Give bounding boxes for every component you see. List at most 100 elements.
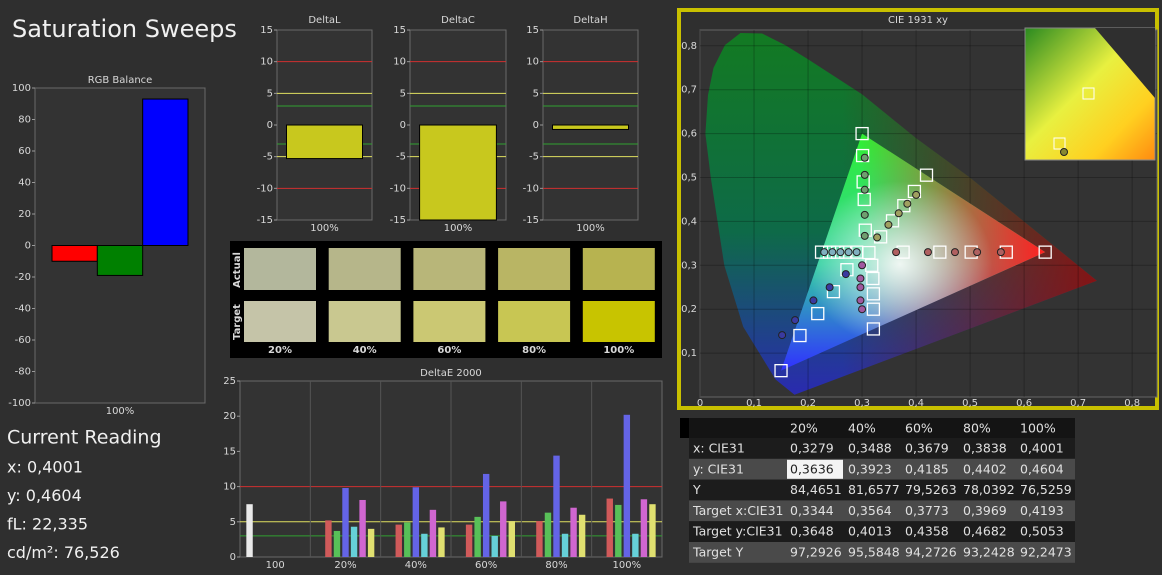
bar bbox=[142, 98, 189, 247]
y-tick-label: 60 bbox=[18, 146, 31, 157]
measured-point bbox=[860, 210, 869, 219]
bar bbox=[536, 521, 543, 557]
y-tick-label: 0,5 bbox=[681, 173, 697, 184]
y-tick-label: 0 bbox=[230, 552, 236, 563]
y-tick-label: -60 bbox=[15, 335, 31, 346]
x-tick-label: 0,7 bbox=[1070, 398, 1086, 409]
x-tick-label: 0 bbox=[697, 398, 703, 409]
measured-point bbox=[996, 248, 1005, 257]
y-tick-label: -15 bbox=[257, 215, 273, 226]
table-cell: Target Y bbox=[692, 545, 744, 560]
bar bbox=[482, 473, 490, 557]
swatch-target bbox=[413, 301, 486, 342]
swatch-target bbox=[328, 301, 401, 342]
table-cell: 0,3969 bbox=[963, 503, 1007, 518]
bar bbox=[412, 487, 420, 557]
table-cell: 0,3773 bbox=[905, 503, 949, 518]
bar bbox=[325, 520, 332, 557]
y-tick-label: -40 bbox=[15, 304, 31, 315]
y-tick-label: -10 bbox=[390, 183, 406, 194]
target-point bbox=[919, 168, 934, 182]
y-tick-label: 80 bbox=[18, 115, 31, 126]
bar bbox=[421, 533, 428, 557]
table-cell: 0,4682 bbox=[963, 524, 1007, 539]
measured-point bbox=[923, 248, 932, 257]
bar bbox=[286, 124, 363, 160]
y-tick-label: 0,2 bbox=[681, 304, 697, 315]
chart-title: CIE 1931 xy bbox=[888, 15, 948, 26]
table-cell: 0,4185 bbox=[905, 461, 949, 476]
y-tick-label: 15 bbox=[393, 25, 406, 36]
y-tick-label: 10 bbox=[393, 57, 406, 68]
table-row-bg bbox=[689, 521, 1075, 542]
table-header: 40% bbox=[848, 421, 876, 436]
gamut-triangle bbox=[781, 133, 1046, 371]
x-tick-label: 0,3 bbox=[854, 398, 870, 409]
swatch-actual bbox=[498, 248, 571, 290]
y-tick-label: 15 bbox=[260, 25, 273, 36]
measured-point bbox=[912, 190, 921, 199]
y-tick-label: -5 bbox=[529, 152, 539, 163]
measured-point bbox=[884, 220, 893, 229]
y-tick-label: 15 bbox=[526, 25, 539, 36]
y-tick-label: -15 bbox=[390, 215, 406, 226]
table-cell: 0,5053 bbox=[1020, 524, 1064, 539]
x-tick-label: 100% bbox=[613, 560, 642, 571]
y-tick-label: 5 bbox=[533, 88, 539, 99]
swatch-target bbox=[244, 301, 316, 342]
zoom-inset bbox=[1024, 27, 1156, 161]
y-tick-label: 0 bbox=[25, 241, 31, 252]
inset-marker bbox=[1060, 148, 1068, 156]
bar bbox=[333, 530, 341, 557]
table-cell: 0,4001 bbox=[1020, 441, 1064, 456]
bar bbox=[429, 509, 437, 557]
table-header-bg bbox=[680, 418, 1075, 438]
bar bbox=[465, 524, 473, 557]
table-header: 60% bbox=[905, 421, 933, 436]
bar bbox=[500, 501, 507, 557]
table-left-strip bbox=[680, 418, 689, 438]
swatch-row-label: Target bbox=[232, 304, 243, 340]
y-tick-label: 0,6 bbox=[681, 129, 697, 140]
target-point bbox=[855, 126, 869, 141]
inset-marker bbox=[1053, 137, 1066, 150]
cie-layer bbox=[699, 30, 1157, 397]
reading-line: cd/m²: 76,526 bbox=[7, 543, 120, 562]
measured-point bbox=[903, 199, 912, 208]
x-tick-label: 40% bbox=[405, 560, 427, 571]
y-tick-label: 5 bbox=[230, 517, 236, 528]
chart-title: DeltaH bbox=[573, 15, 607, 26]
measured-point bbox=[852, 248, 861, 257]
bar bbox=[544, 512, 552, 557]
x-tick-label: 0,1 bbox=[746, 398, 762, 409]
bar bbox=[649, 504, 656, 557]
bar bbox=[508, 521, 515, 557]
reading: x: 0,4001 y: 0,4604 fL: 22,335 cd/m²: 76,52… bbox=[7, 458, 120, 563]
table-cell: 0,3923 bbox=[848, 461, 892, 476]
bar bbox=[561, 533, 569, 557]
y-tick-label: 0,8 bbox=[681, 41, 697, 52]
bar bbox=[350, 526, 358, 557]
table-cell: Y bbox=[692, 482, 701, 497]
swatch-label: 20% bbox=[268, 345, 292, 356]
table-cell: 0,3564 bbox=[848, 503, 892, 518]
table-cell: 94,2726 bbox=[905, 545, 957, 560]
reading-title: Current Reading bbox=[7, 427, 162, 449]
table-cell: 0,4604 bbox=[1020, 461, 1064, 476]
table-cell: Target y:CIE31 bbox=[692, 524, 783, 539]
table-cell: 0,3838 bbox=[963, 441, 1007, 456]
table-row-bg bbox=[689, 542, 1075, 563]
bar bbox=[342, 488, 349, 557]
target-point bbox=[866, 271, 880, 286]
bar bbox=[474, 516, 481, 557]
y-tick-label: 0,1 bbox=[681, 348, 697, 359]
inset-marker bbox=[1082, 87, 1095, 100]
y-tick-label: 0 bbox=[267, 120, 273, 131]
measured-point bbox=[894, 209, 903, 218]
y-tick-label: -20 bbox=[15, 272, 31, 283]
table-cell: x: CIE31 bbox=[693, 441, 745, 456]
table-cell: 0,3344 bbox=[790, 503, 834, 518]
target-point bbox=[866, 322, 881, 336]
y-tick-label: 5 bbox=[400, 88, 406, 99]
measured-point bbox=[809, 296, 818, 305]
